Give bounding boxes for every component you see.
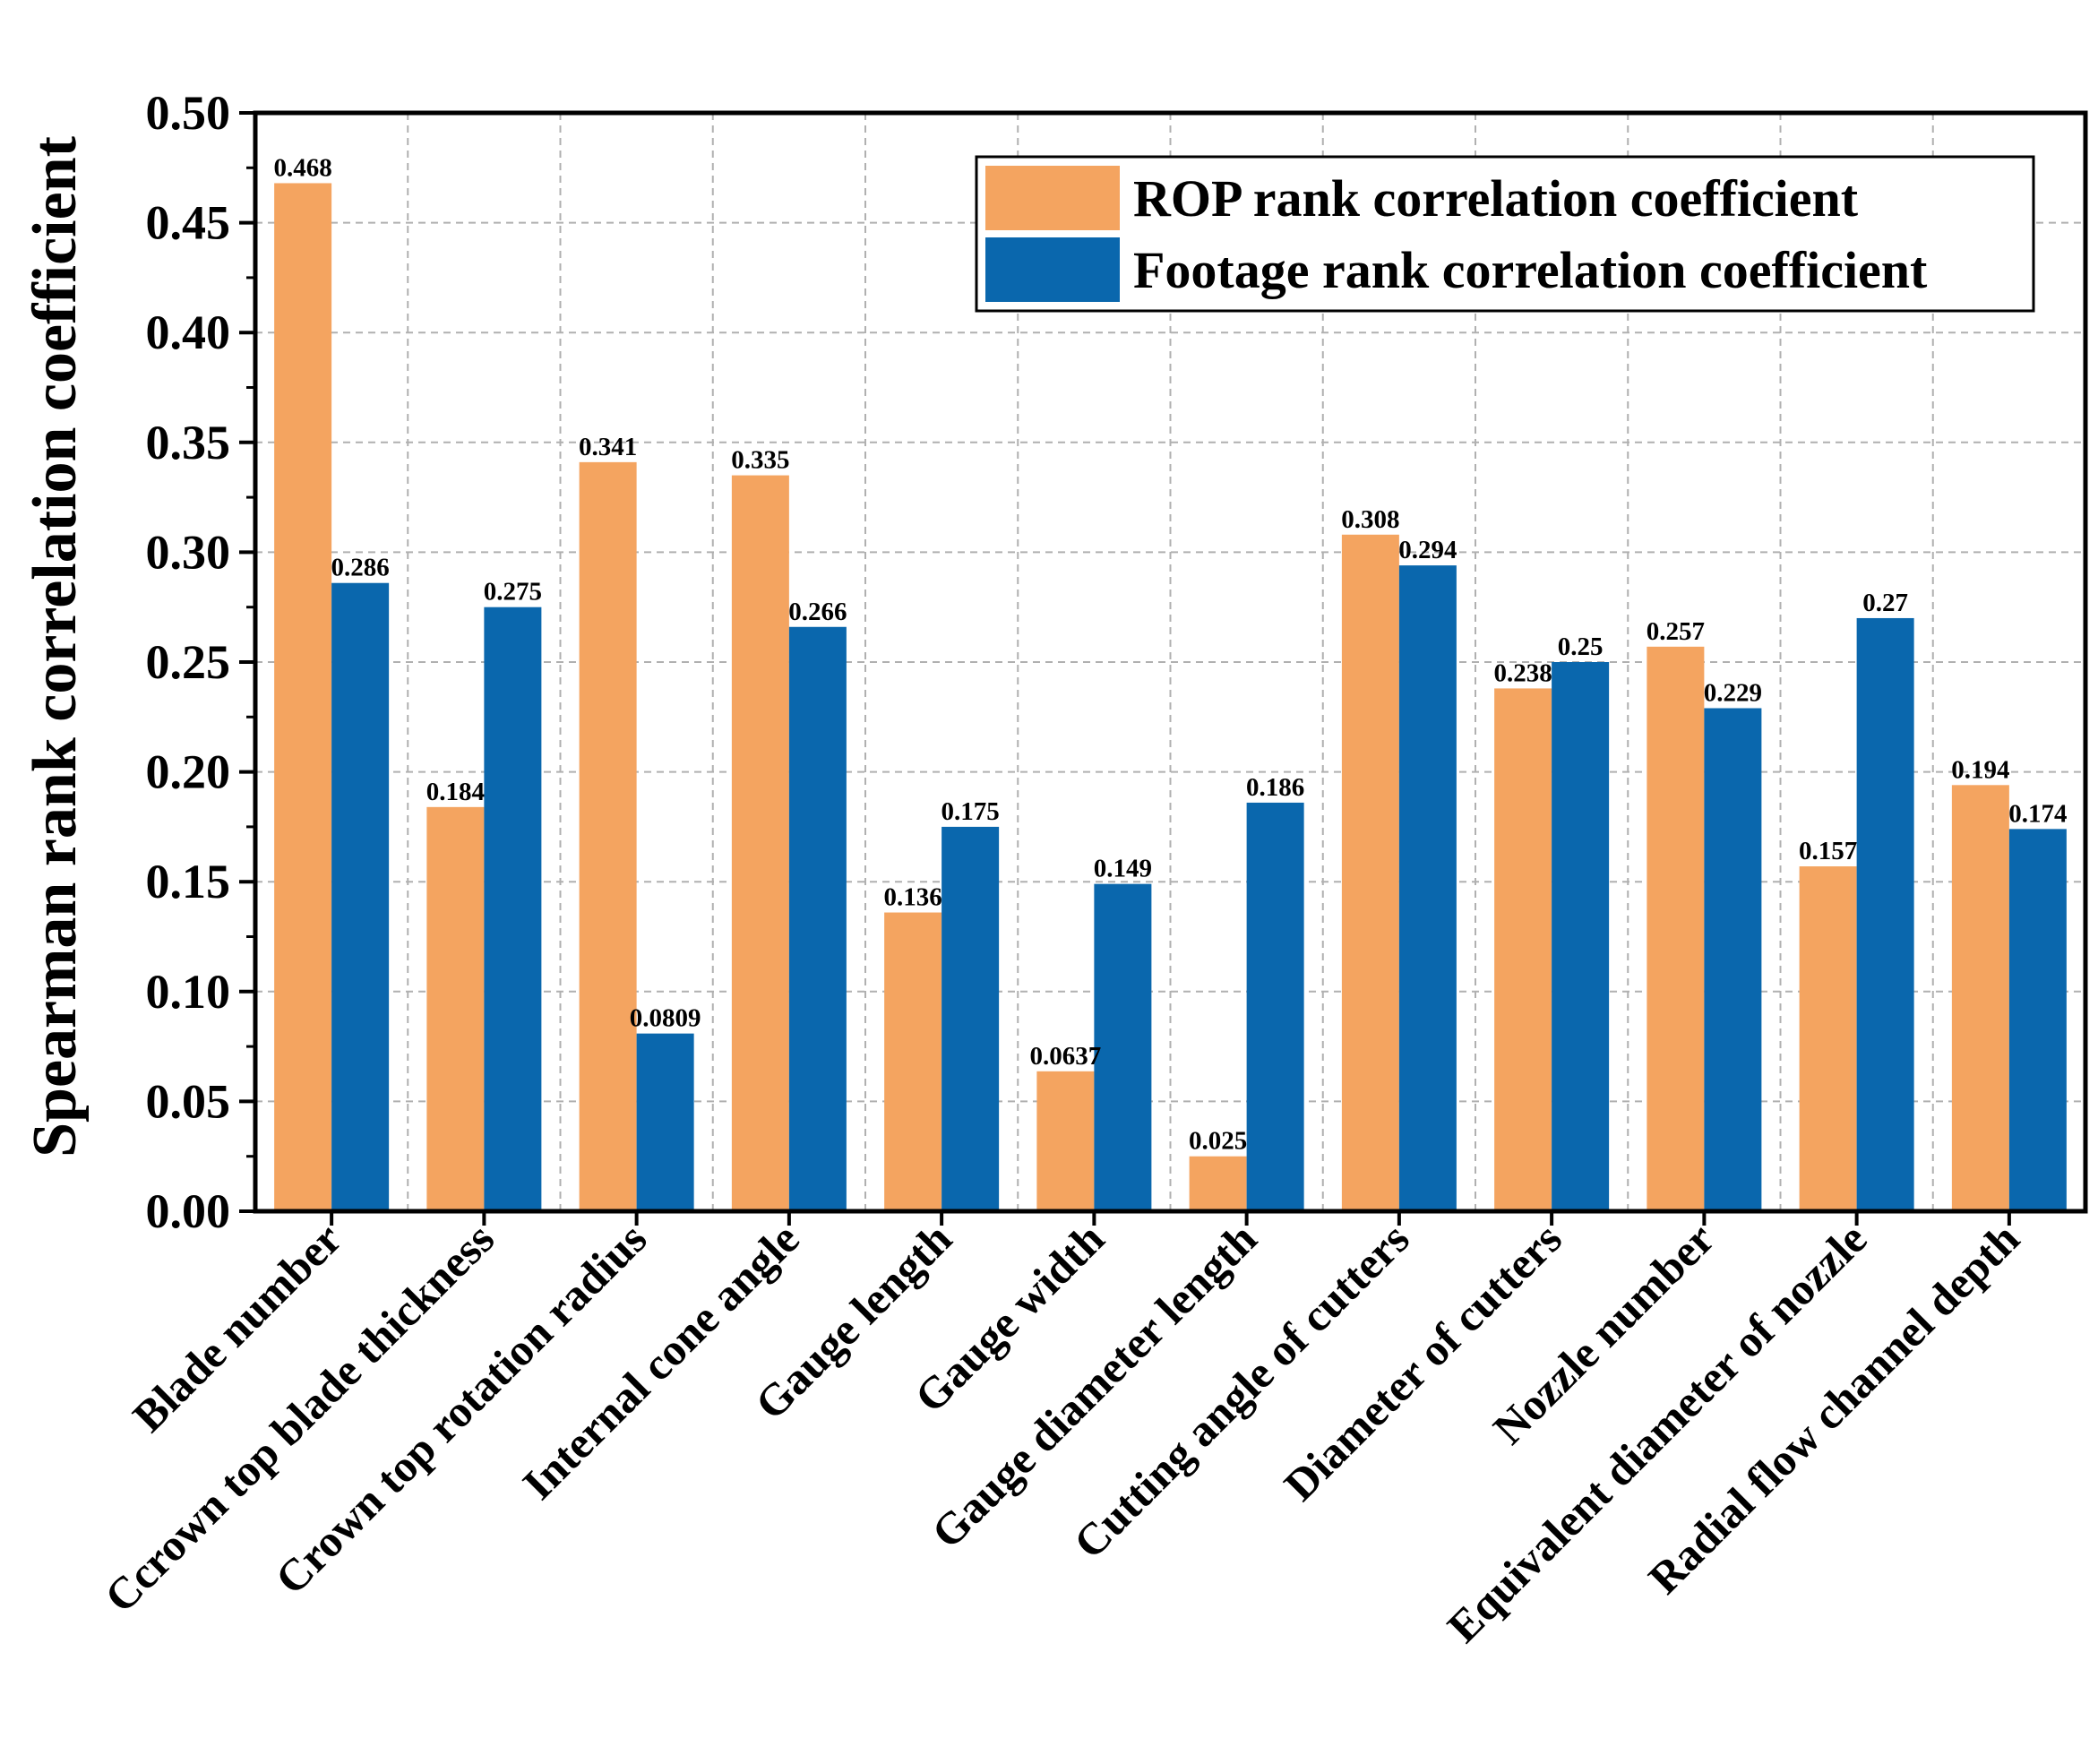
legend-box: [975, 155, 2035, 313]
bar-rop: [274, 183, 332, 1212]
y-tick-label: 0.40: [146, 305, 231, 359]
data-labels: 0.468 0.286 0.184 0.275 0.341 0.0809 0.335 0.26…: [274, 153, 2068, 1155]
data-label: 0.136: [884, 883, 942, 912]
y-axis-title: Spearman rank correlation coefficient: [21, 136, 90, 1157]
legend: ROP rank correlation coefficient Footage …: [975, 155, 2035, 313]
data-label: 0.194: [1951, 755, 2009, 784]
y-tick-label: 0.30: [146, 525, 231, 579]
data-label: 0.186: [1246, 773, 1304, 802]
bar-rop: [884, 912, 942, 1211]
bar-footage: [1552, 662, 1610, 1211]
data-label: 0.149: [1094, 855, 1152, 883]
y-tick-label: 0.25: [146, 635, 231, 689]
y-tick-label: 0.20: [146, 745, 231, 799]
bar-rop: [1341, 534, 1399, 1211]
bar-footage: [484, 607, 542, 1211]
bar-footage: [2008, 829, 2067, 1211]
data-label: 0.335: [731, 446, 789, 475]
data-label: 0.27: [1862, 589, 1908, 617]
gridlines: [255, 113, 2085, 1211]
y-tick-label: 0.15: [146, 855, 231, 908]
y-tick-label: 0.35: [146, 416, 231, 469]
bar-rop: [426, 806, 485, 1211]
data-label: 0.238: [1494, 658, 1552, 687]
bar-rop: [1951, 785, 2009, 1211]
bar-footage: [1398, 565, 1457, 1211]
bar-rop: [731, 475, 789, 1211]
bar-rop: [579, 461, 637, 1211]
data-label: 0.294: [1398, 536, 1457, 564]
y-tick-label: 0.10: [146, 965, 231, 1019]
bar-rop: [1036, 1071, 1095, 1211]
bar-footage: [788, 626, 847, 1211]
bars: [274, 183, 2067, 1212]
data-label: 0.0809: [630, 1004, 701, 1033]
bar-footage: [1704, 708, 1762, 1211]
x-category-label: Internal cone angle: [512, 1213, 808, 1509]
y-tick-label: 0.50: [146, 86, 231, 140]
bar-rop: [1494, 688, 1552, 1211]
bar-footage: [1246, 802, 1304, 1211]
legend-swatch: [985, 166, 1120, 230]
y-axis: 0.00 0.05 0.10 0.15 0.20 0.25 0.30 0.35 0.40 0.45…: [146, 86, 255, 1238]
data-label: 0.0637: [1030, 1042, 1102, 1071]
data-label: 0.468: [274, 153, 332, 182]
legend-label: ROP rank correlation coefficient: [1133, 169, 1859, 228]
legend-swatch: [985, 237, 1120, 302]
data-label: 0.157: [1799, 837, 1857, 865]
y-tick-label: 0.45: [146, 196, 231, 250]
data-label: 0.229: [1704, 678, 1762, 707]
bar-rop: [1647, 646, 1705, 1211]
data-label: 0.25: [1558, 632, 1604, 661]
bar-footage: [1094, 883, 1152, 1211]
bar-footage: [942, 826, 1000, 1211]
data-label: 0.175: [942, 797, 1000, 826]
data-label: 0.184: [426, 778, 485, 806]
data-label: 0.286: [331, 554, 390, 582]
bar-footage: [1856, 617, 1914, 1211]
data-label: 0.341: [579, 433, 637, 461]
data-label: 0.025: [1189, 1127, 1247, 1156]
y-tick-label: 0.05: [146, 1074, 231, 1128]
data-label: 0.308: [1341, 505, 1399, 534]
bar-rop: [1189, 1156, 1247, 1211]
bar-rop: [1799, 866, 1857, 1211]
data-label: 0.174: [2008, 799, 2067, 828]
data-label: 0.257: [1647, 617, 1705, 646]
legend-label: Footage rank correlation coefficient: [1133, 241, 1928, 299]
y-tick-label: 0.00: [146, 1184, 231, 1238]
data-label: 0.275: [484, 578, 542, 607]
data-label: 0.266: [788, 598, 847, 626]
bar-footage: [636, 1033, 694, 1211]
x-category-label: Diameter of cutters: [1274, 1213, 1570, 1510]
bar-footage: [331, 582, 390, 1211]
